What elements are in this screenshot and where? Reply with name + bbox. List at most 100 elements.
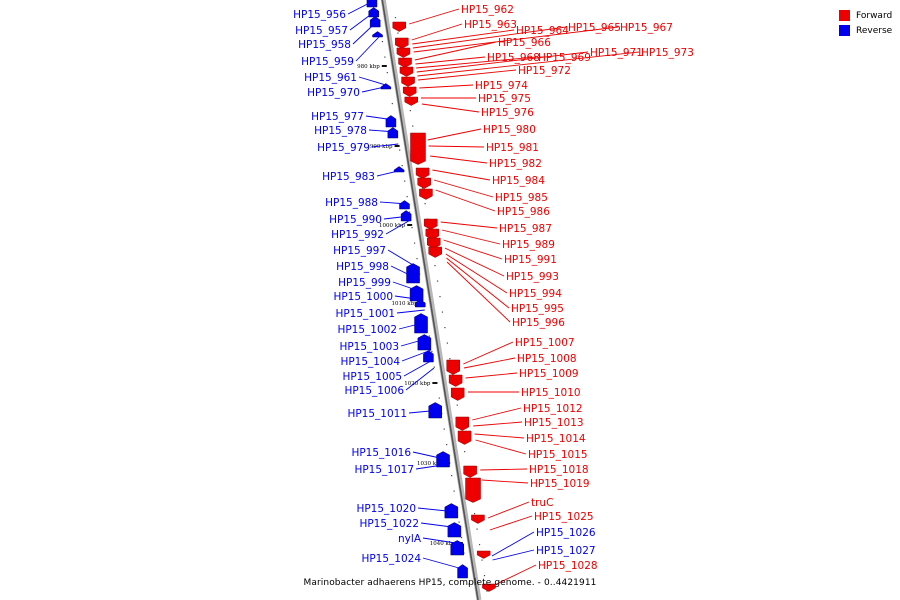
leader-line bbox=[465, 372, 518, 379]
tick-label: 1000 kbp bbox=[379, 223, 406, 229]
tick-label: 980 kbp bbox=[357, 64, 380, 70]
minor-tick-left bbox=[404, 180, 406, 182]
gene-label: HP15_1019 bbox=[530, 478, 590, 490]
leader-line bbox=[365, 115, 395, 121]
gene-label: HP15_1004 bbox=[340, 356, 400, 368]
leader-line bbox=[427, 128, 482, 141]
leader-line bbox=[417, 51, 640, 77]
reverse-gene-glyph bbox=[444, 503, 459, 519]
genome-caption: Marinobacter adhaerens HP15, complete ge… bbox=[303, 578, 597, 588]
minor-tick-left bbox=[416, 258, 418, 260]
gene-label: HP15_969 bbox=[538, 52, 591, 64]
gene-label: HP15_1016 bbox=[351, 447, 411, 459]
reverse-gene-glyph bbox=[447, 522, 462, 538]
minor-tick-left bbox=[453, 490, 455, 492]
minor-tick-right bbox=[412, 125, 414, 127]
forward-swatch bbox=[839, 10, 850, 21]
minor-tick-left bbox=[433, 366, 435, 368]
minor-tick-left bbox=[386, 72, 388, 74]
reverse-gene-glyph bbox=[372, 31, 383, 38]
minor-tick-right bbox=[436, 280, 439, 282]
minor-tick-left bbox=[409, 211, 411, 213]
gene-label: HP15_1003 bbox=[339, 341, 399, 353]
gene-label: HP15_956 bbox=[293, 9, 346, 21]
forward-gene-glyph bbox=[396, 47, 411, 58]
leader-line bbox=[368, 129, 397, 133]
gene-label: HP15_1022 bbox=[359, 518, 419, 530]
minor-tick-right bbox=[481, 559, 483, 561]
gene-label: HP15_1028 bbox=[538, 560, 598, 572]
leader-line bbox=[487, 501, 530, 519]
gene-label: HP15_965 bbox=[568, 22, 621, 34]
major-tick-mark bbox=[407, 224, 413, 226]
leader-line bbox=[417, 69, 517, 81]
gene-label: HP15_971 bbox=[590, 47, 643, 59]
forward-gene-glyph bbox=[465, 477, 481, 503]
minor-tick-right bbox=[456, 404, 458, 406]
reverse-gene-glyph bbox=[366, 0, 378, 8]
minor-tick-right bbox=[434, 265, 436, 267]
minor-tick-left bbox=[399, 149, 401, 151]
forward-gene-glyph bbox=[457, 430, 472, 445]
forward-gene-glyph bbox=[402, 86, 417, 97]
gene-label: HP15_987 bbox=[499, 223, 552, 235]
leader-line bbox=[474, 433, 525, 439]
leader-line bbox=[405, 367, 435, 391]
reverse-gene-glyph bbox=[423, 350, 434, 363]
leader-line bbox=[398, 321, 427, 330]
reverse-gene-glyph bbox=[385, 115, 397, 128]
gene-label: HP15_1010 bbox=[521, 387, 581, 399]
gene-label: HP15_959 bbox=[301, 56, 354, 68]
forward-gene-glyph bbox=[399, 66, 414, 77]
tick-label: 1040 kbp bbox=[430, 541, 457, 547]
gene-label: HP15_1014 bbox=[526, 433, 586, 445]
gene-label: HP15_985 bbox=[495, 192, 548, 204]
gene-label: HP15_997 bbox=[333, 245, 386, 257]
forward-gene-glyph bbox=[455, 416, 470, 431]
forward-gene-glyph bbox=[398, 57, 412, 68]
leader-line bbox=[352, 19, 379, 45]
leader-line bbox=[412, 29, 515, 45]
minor-tick-right bbox=[486, 590, 488, 592]
leader-line bbox=[432, 169, 491, 181]
minor-tick-right bbox=[449, 358, 451, 360]
leader-line bbox=[422, 557, 467, 571]
minor-tick-left bbox=[443, 428, 445, 430]
gene-label: HP15_981 bbox=[486, 142, 539, 154]
leader-line bbox=[403, 359, 433, 377]
gene-label: HP15_1009 bbox=[519, 368, 579, 380]
minor-tick-right bbox=[483, 575, 486, 577]
leader-line bbox=[347, 0, 376, 15]
gene-label: HP15_998 bbox=[336, 261, 389, 273]
minor-tick-right bbox=[476, 528, 478, 530]
forward-gene-glyph bbox=[482, 583, 496, 592]
gene-label: truC bbox=[531, 497, 553, 509]
gene-label: HP15_1025 bbox=[534, 511, 594, 523]
leader-line bbox=[440, 221, 498, 229]
gene-label: HP15_1002 bbox=[337, 324, 397, 336]
minor-tick-left bbox=[468, 583, 470, 585]
leader-line bbox=[475, 439, 527, 455]
minor-tick-right bbox=[478, 544, 481, 546]
gene-label: HP15_962 bbox=[461, 4, 514, 16]
gene-label: HP15_958 bbox=[298, 39, 351, 51]
minor-tick-right bbox=[474, 513, 476, 515]
gene-label: HP15_977 bbox=[311, 111, 364, 123]
legend-forward: Forward bbox=[839, 9, 892, 22]
leader-line bbox=[446, 261, 511, 323]
gene-label: HP15_980 bbox=[483, 124, 536, 136]
leader-line bbox=[392, 281, 423, 293]
gene-label: HP15_973 bbox=[641, 47, 694, 59]
gene-label: HP15_995 bbox=[511, 303, 564, 315]
reverse-gene-glyph bbox=[406, 263, 420, 284]
leader-line bbox=[415, 463, 450, 470]
forward-gene-glyph bbox=[410, 132, 426, 165]
leader-line bbox=[473, 421, 523, 427]
leader-line bbox=[396, 309, 425, 314]
gene-label: HP15_974 bbox=[475, 80, 528, 92]
gene-label: HP15_976 bbox=[481, 107, 534, 119]
reverse-swatch bbox=[839, 25, 850, 36]
gene-label: HP15_991 bbox=[504, 254, 557, 266]
gene-label: HP15_1020 bbox=[356, 503, 416, 515]
